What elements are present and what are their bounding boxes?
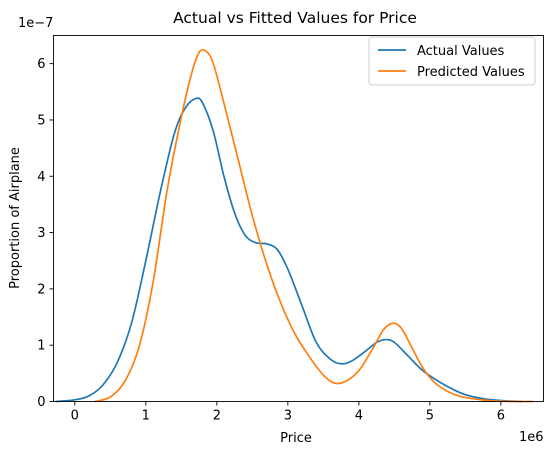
x-tick-label: 4 — [355, 409, 363, 424]
ticks-layer: 0 1 2 3 4 5 6 0 1 2 3 4 5 6 — [37, 57, 505, 423]
y-tick-label: 6 — [37, 57, 45, 72]
y-tick-label: 2 — [37, 282, 45, 297]
plot-frame — [53, 35, 544, 402]
legend-label-actual: Actual Values — [417, 44, 505, 59]
legend-label-predicted: Predicted Values — [417, 65, 525, 80]
y-tick-label: 1 — [37, 339, 45, 354]
x-tick-label: 5 — [426, 409, 434, 424]
y-tick-label: 5 — [37, 113, 45, 128]
y-offset-text: 1e−7 — [18, 16, 53, 31]
actual-values-line — [55, 97, 523, 403]
x-tick-label: 1 — [142, 409, 150, 424]
x-offset-text: 1e6 — [519, 430, 544, 445]
y-axis-label: Proportion of Airplane — [8, 147, 23, 289]
chart-title: Actual vs Fitted Values for Price — [173, 9, 417, 27]
predicted-values-line — [94, 48, 533, 403]
legend: Actual Values Predicted Values — [368, 36, 536, 86]
legend-box — [368, 36, 536, 86]
x-axis-label: Price — [280, 431, 312, 446]
y-tick-label: 4 — [37, 170, 45, 185]
x-tick-label: 0 — [71, 409, 79, 424]
x-tick-label: 3 — [284, 409, 292, 424]
series-layer — [55, 48, 533, 403]
y-tick-label: 3 — [37, 226, 45, 241]
y-tick-label: 0 — [37, 395, 45, 410]
x-tick-label: 2 — [213, 409, 221, 424]
x-tick-label: 6 — [497, 409, 505, 424]
